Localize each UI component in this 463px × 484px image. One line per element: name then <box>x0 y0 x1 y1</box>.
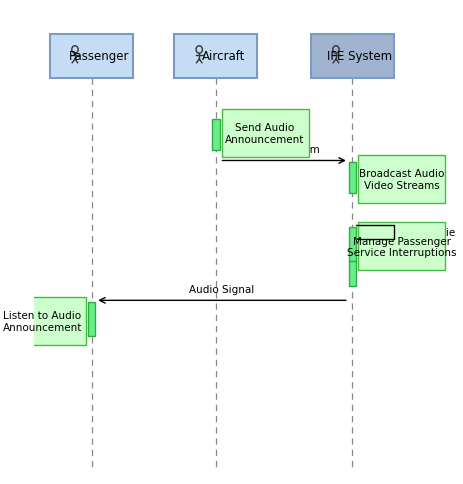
Text: Passenger: Passenger <box>69 50 129 63</box>
Text: Audio Stream: Audio Stream <box>248 145 319 155</box>
FancyBboxPatch shape <box>357 155 444 203</box>
Text: Listen to Audio
Announcement: Listen to Audio Announcement <box>2 311 82 332</box>
Text: VOD Movie: VOD Movie <box>397 227 454 237</box>
Text: Manage Passenger
Service Interruptions: Manage Passenger Service Interruptions <box>346 236 456 257</box>
FancyBboxPatch shape <box>221 110 308 158</box>
Text: IFE System: IFE System <box>327 50 392 63</box>
FancyBboxPatch shape <box>50 35 133 78</box>
FancyBboxPatch shape <box>212 119 219 151</box>
FancyBboxPatch shape <box>310 35 393 78</box>
Text: Audio Signal: Audio Signal <box>189 285 254 294</box>
Text: Send Audio
Announcement: Send Audio Announcement <box>225 123 304 145</box>
Text: Broadcast Audio
Video Streams: Broadcast Audio Video Streams <box>358 168 444 190</box>
Text: Aircraft: Aircraft <box>201 50 244 63</box>
FancyBboxPatch shape <box>0 297 86 346</box>
FancyBboxPatch shape <box>357 223 444 271</box>
FancyBboxPatch shape <box>348 163 356 194</box>
FancyBboxPatch shape <box>174 35 257 78</box>
FancyBboxPatch shape <box>88 302 95 336</box>
FancyBboxPatch shape <box>348 261 356 286</box>
FancyBboxPatch shape <box>348 227 356 264</box>
